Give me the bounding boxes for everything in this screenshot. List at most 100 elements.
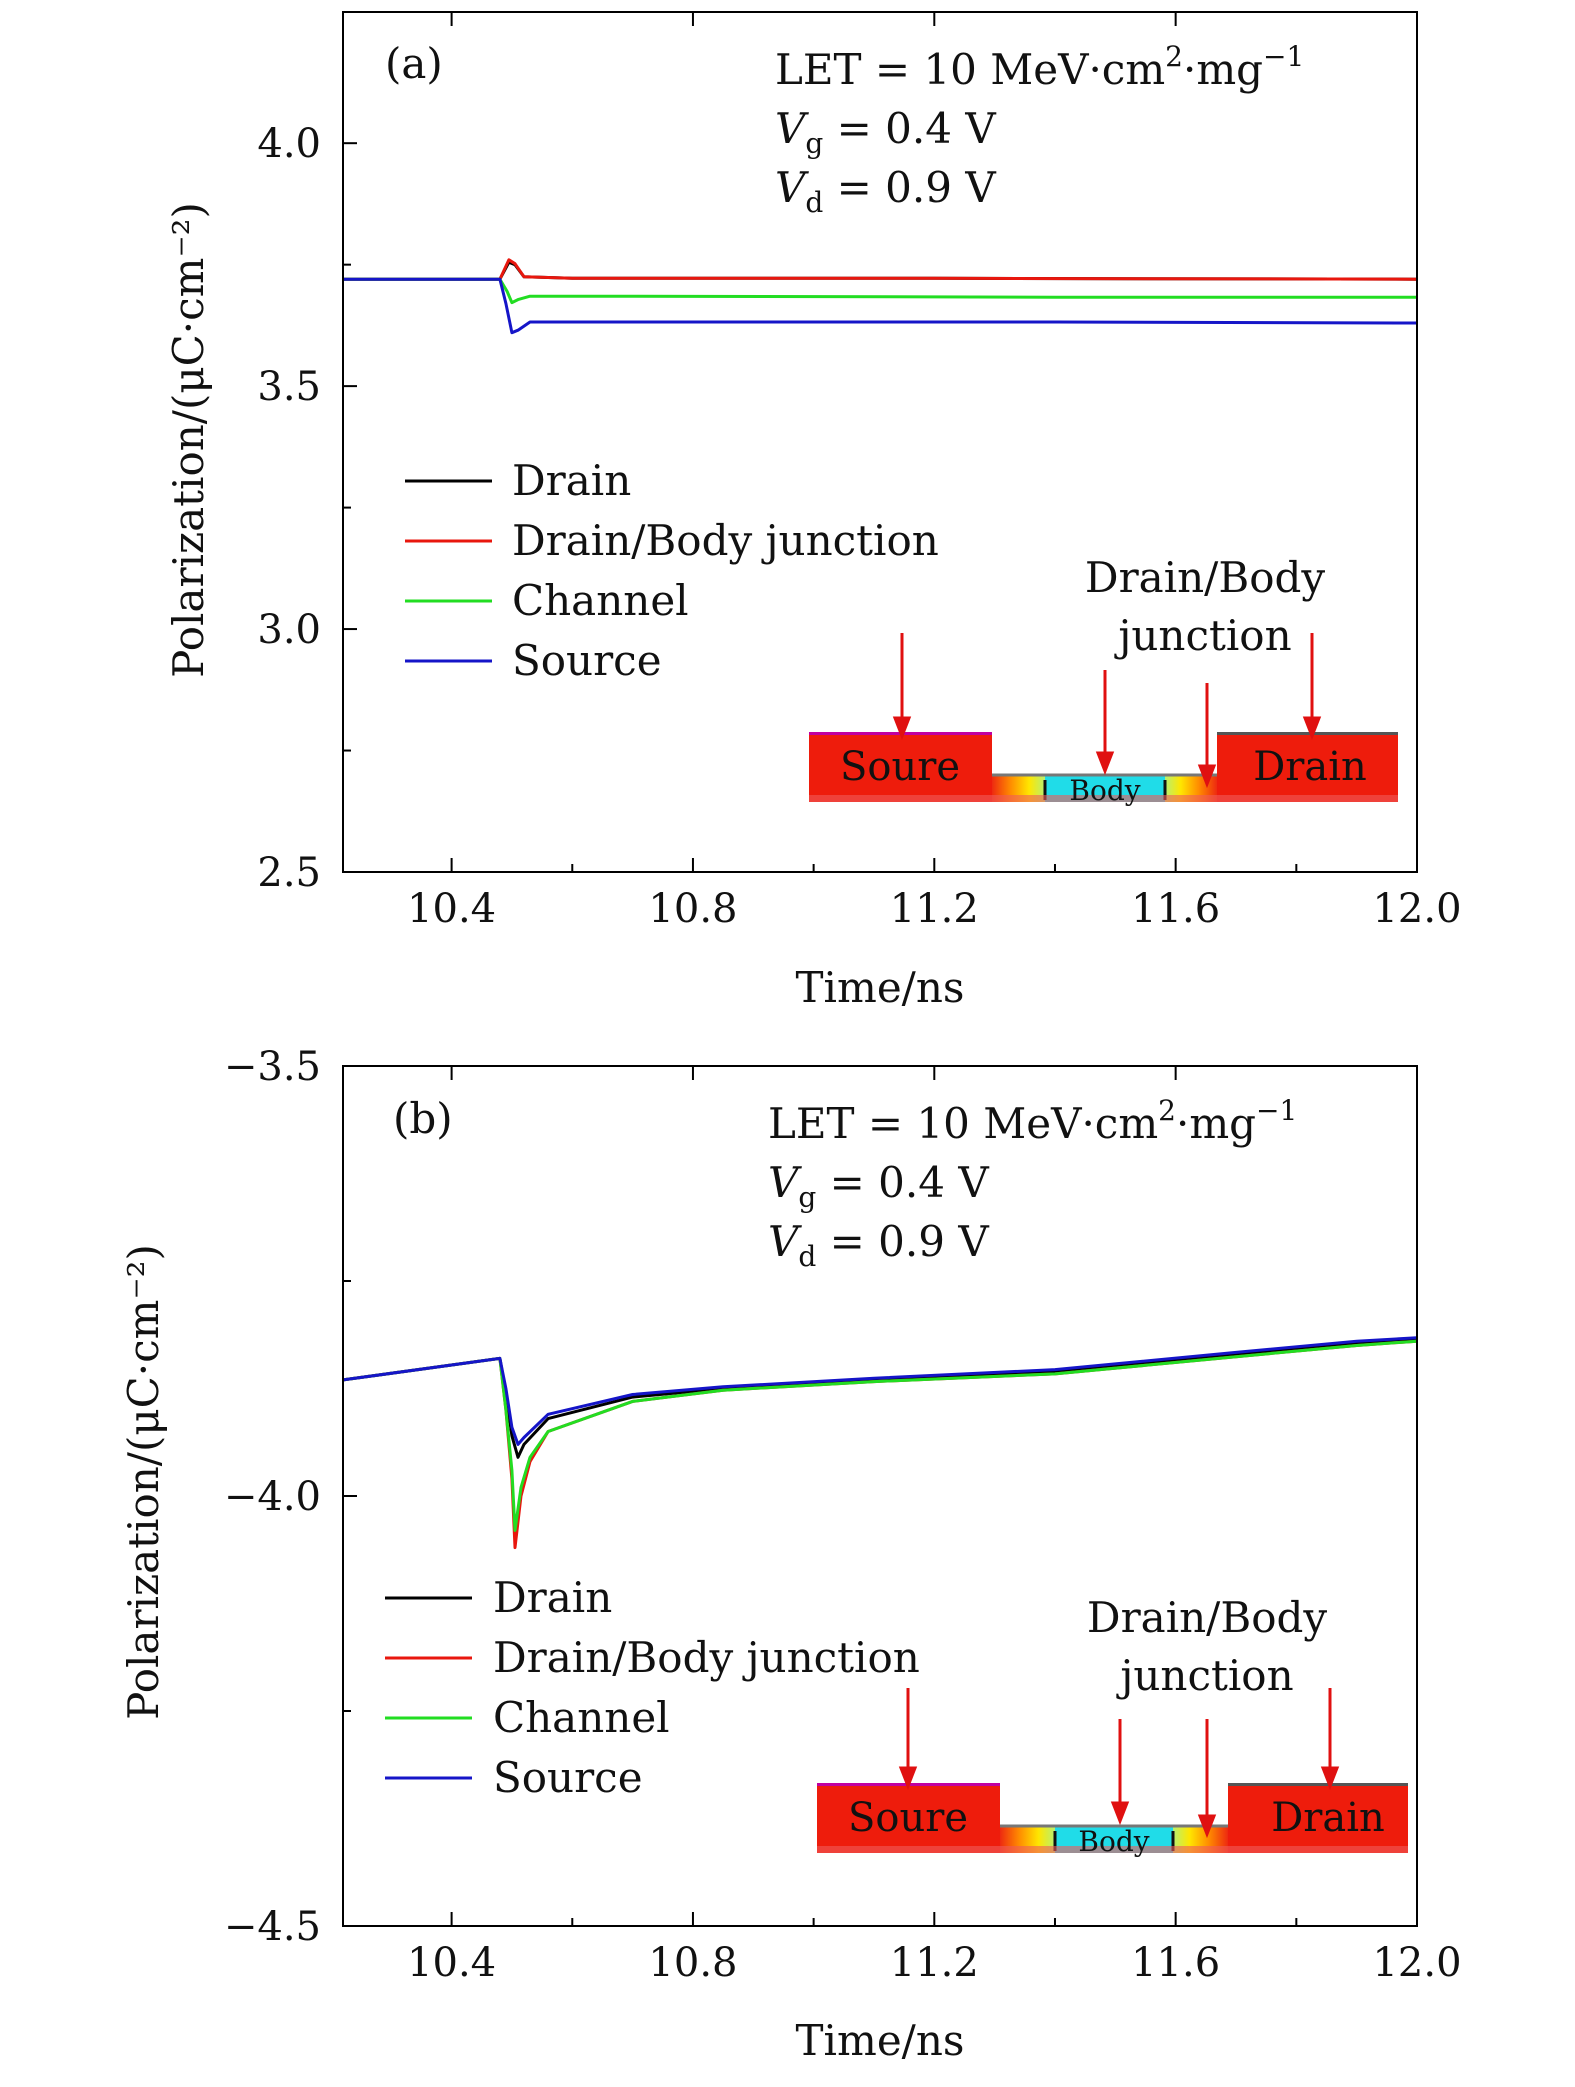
panel-a-vd-annotation: Vd = 0.9 V: [775, 163, 996, 219]
let-unit: ·mg: [1176, 1099, 1256, 1148]
panel-b-vd-annotation: Vd = 0.9 V: [768, 1217, 989, 1273]
let-unit: ·mg: [1183, 45, 1263, 94]
panel-a-x-axis-title: Time/ns: [796, 963, 965, 1012]
panel-b-let-annotation: LET = 10 MeV·cm2·mg−1: [768, 1094, 1297, 1148]
arrow-drain-head: [1302, 716, 1322, 741]
panel-a-ticks: 10.4 10.8 11.2 11.6 12.0 2.5 3.0 3.5 4.0: [257, 12, 1462, 932]
x-tick-label: 10.4: [407, 886, 496, 932]
inset-drain-region: [1228, 1783, 1408, 1853]
vg-value: = 0.4 V: [816, 1158, 989, 1207]
legend-label-source: Source: [493, 1753, 643, 1802]
inset-body-label: Body: [1069, 774, 1140, 807]
legend-label-drain-body-junction: Drain/Body junction: [512, 516, 939, 565]
panel-a-legend: Drain Drain/Body junction Channel Source: [405, 456, 939, 685]
panel-b-ticks: 10.4 10.8 11.2 11.6 12.0 −4.5 −4.0 −3.5: [224, 1044, 1462, 1986]
panel-b-legend: Drain Drain/Body junction Channel Source: [385, 1573, 920, 1802]
y-tick-label: 4.0: [257, 121, 321, 167]
legend-label-drain: Drain: [493, 1573, 612, 1622]
legend-label-source: Source: [512, 636, 662, 685]
y-tick-label: 3.0: [257, 607, 321, 653]
panel-b: 10.4 10.8 11.2 11.6 12.0 −4.5 −4.0 −3.5 (b) LET…: [119, 1044, 1462, 2065]
vd-value: = 0.9 V: [823, 163, 996, 212]
panel-a-label: (a): [385, 39, 443, 88]
vd-value: = 0.9 V: [816, 1217, 989, 1266]
legend-label-channel: Channel: [493, 1693, 670, 1742]
let-text: LET = 10 MeV·cm: [775, 45, 1165, 94]
panel-a: 10.4 10.8 11.2 11.6 12.0 2.5 3.0 3.5 4.0 (a) LET…: [164, 11, 1462, 1012]
inset-drain-region: [1217, 732, 1398, 802]
arrow-junction-head: [1197, 764, 1217, 789]
panel-b-x-axis-title: Time/ns: [796, 2016, 965, 2065]
let-text: LET = 10 MeV·cm: [768, 1099, 1158, 1148]
panel-b-label: (b): [393, 1094, 453, 1143]
inset-arrows: [892, 633, 1322, 789]
y-tick-label: −3.5: [224, 1044, 321, 1090]
y-tick-label: 3.5: [257, 364, 321, 410]
x-tick-label: 10.4: [407, 1940, 496, 1986]
vg-symbol: V: [768, 1158, 802, 1207]
arrow-body-head: [1110, 1801, 1130, 1826]
arrow-source-head: [898, 1766, 918, 1791]
x-tick-label: 11.2: [890, 886, 979, 932]
inset-junction-label-line2: junction: [1113, 611, 1291, 660]
inset-drain-label: Drain: [1271, 1795, 1385, 1841]
panel-a-plot-frame: [342, 11, 1418, 873]
panel-a-series: [343, 258, 1418, 335]
panel-a-y-axis-title: Polarization/(μC·cm⁻²): [164, 202, 213, 678]
vg-symbol: V: [775, 104, 809, 153]
vg-subscript: g: [805, 127, 823, 160]
inset-source-label: Soure: [840, 744, 960, 790]
inset-junction-label-line1: Drain/Body: [1085, 553, 1325, 602]
inset-drain-edge: [1217, 732, 1398, 735]
inset-arrows: [898, 1688, 1340, 1839]
arrow-drain-head: [1320, 1766, 1340, 1791]
let-exponent: −1: [1263, 40, 1304, 73]
series-line-channel: [342, 1339, 1418, 1532]
y-tick-label: −4.0: [224, 1474, 321, 1520]
series-line-source: [342, 1336, 1418, 1446]
panel-b-device-inset: Drain/Body junction Soure Drain Body: [817, 1593, 1408, 1858]
x-tick-label: 12.0: [1372, 1940, 1461, 1986]
inset-junction-label-line1: Drain/Body: [1087, 1593, 1327, 1642]
vg-subscript: g: [798, 1181, 816, 1214]
let-exponent: 2: [1165, 40, 1183, 73]
panel-a-vg-annotation: Vg = 0.4 V: [775, 104, 996, 160]
vg-value: = 0.4 V: [823, 104, 996, 153]
panel-b-y-axis-title: Polarization/(μC·cm⁻²): [119, 1244, 168, 1720]
legend-label-drain: Drain: [512, 456, 631, 505]
panel-a-device-inset: Drain/Body junction Soure Drain Body: [809, 553, 1398, 807]
x-tick-label: 10.8: [648, 886, 737, 932]
y-tick-label: 2.5: [257, 850, 321, 896]
let-exponent: −1: [1256, 1094, 1297, 1127]
panel-b-vg-annotation: Vg = 0.4 V: [768, 1158, 989, 1214]
inset-junction-label-line2: junction: [1115, 1651, 1293, 1700]
arrow-body-head: [1095, 751, 1115, 776]
series-line-source: [343, 277, 1418, 335]
inset-source-region: [817, 1783, 1000, 1853]
inset-drain-label: Drain: [1253, 744, 1367, 790]
vd-subscript: d: [805, 186, 823, 219]
x-tick-label: 11.6: [1131, 1940, 1220, 1986]
legend-label-drain-body-junction: Drain/Body junction: [493, 1633, 920, 1682]
inset-source-label: Soure: [848, 1795, 968, 1841]
x-tick-label: 11.2: [890, 1940, 979, 1986]
panel-b-series: [342, 1336, 1418, 1550]
x-tick-label: 11.6: [1131, 886, 1220, 932]
x-tick-label: 10.8: [648, 1940, 737, 1986]
series-line-drain-body-junction: [343, 258, 1418, 281]
y-tick-label: −4.5: [224, 1904, 321, 1950]
inset-source-region: [809, 732, 992, 802]
arrow-junction-head: [1197, 1814, 1217, 1839]
panel-a-let-annotation: LET = 10 MeV·cm2·mg−1: [775, 40, 1304, 94]
vd-symbol: V: [775, 163, 809, 212]
inset-body-label: Body: [1078, 1825, 1149, 1858]
inset-substrate-strip: [817, 1846, 1408, 1853]
inset-drain-edge: [1228, 1783, 1408, 1786]
inset-substrate-strip: [809, 795, 1398, 802]
legend-label-channel: Channel: [512, 576, 689, 625]
vd-subscript: d: [798, 1240, 816, 1273]
x-tick-label: 12.0: [1372, 886, 1461, 932]
let-exponent: 2: [1158, 1094, 1176, 1127]
vd-symbol: V: [768, 1217, 802, 1266]
